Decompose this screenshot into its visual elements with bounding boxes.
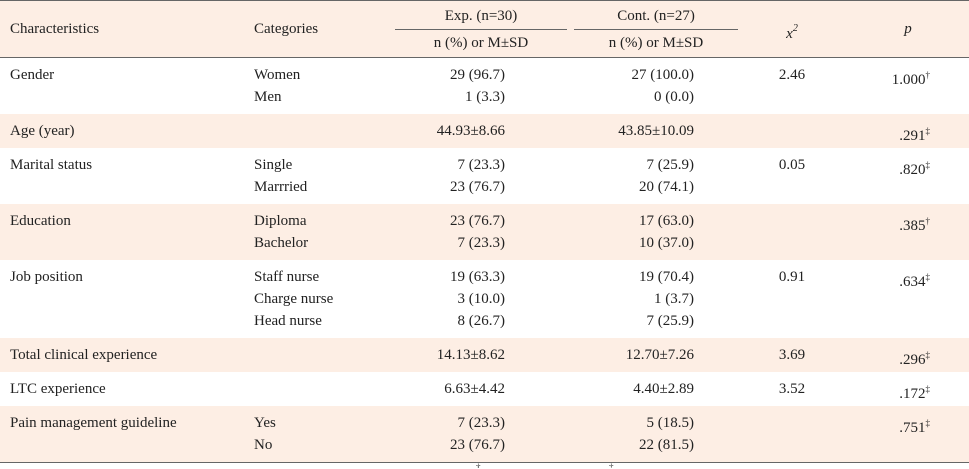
- row-characteristic: Gender: [10, 67, 55, 83]
- row-cont-value: 43.85±10.09: [618, 123, 694, 139]
- row-characteristic: Pain management guideline: [10, 415, 177, 431]
- row-cont-value: 22 (81.5): [639, 437, 694, 453]
- row-exp-value: 7 (23.3): [457, 415, 506, 431]
- row-exp-value: 3 (10.0): [457, 291, 506, 307]
- footnote-mark: ‡: [925, 126, 931, 136]
- row-exp-value: 44.93±8.66: [436, 123, 505, 139]
- footnote-mark-dagger: †: [476, 462, 481, 468]
- footnote-mark-double-dagger: ‡: [609, 462, 614, 468]
- header-chi-square: x2: [786, 23, 798, 42]
- row-exp-value: 1 (3.3): [465, 89, 505, 105]
- p-value-text: .385: [899, 218, 926, 234]
- footnote-mark: †: [925, 70, 931, 80]
- header-cont-sub: n (%) or M±SD: [608, 35, 704, 51]
- row-p-value: .296‡: [850, 344, 930, 371]
- header-p-value: p: [904, 21, 912, 37]
- row-p-value: .172‡: [850, 378, 930, 405]
- row-category: Women: [254, 67, 301, 83]
- row-exp-value: 8 (26.7): [457, 313, 506, 329]
- row-category: Men: [254, 89, 282, 105]
- footnote-mark: ‡: [925, 384, 931, 394]
- footnote-mark: ‡: [925, 272, 931, 282]
- row-p-value: .634‡: [850, 266, 930, 293]
- p-value-text: .820: [899, 162, 926, 178]
- row-cont-value: 19 (70.4): [639, 269, 694, 285]
- row-exp-value: 23 (76.7): [450, 213, 505, 229]
- row-chi-square: 3.69: [778, 347, 806, 363]
- row-p-value: 1.000†: [850, 64, 930, 91]
- row-chi-square: 2.46: [778, 67, 806, 83]
- row-category: Head nurse: [254, 313, 322, 329]
- row-cont-value: 20 (74.1): [639, 179, 694, 195]
- header-exp-sub: n (%) or M±SD: [433, 35, 529, 51]
- header-categories: Categories: [254, 21, 319, 37]
- row-category: Staff nurse: [254, 269, 320, 285]
- row-characteristic: Total clinical experience: [10, 347, 158, 363]
- table-row: Age (year) 44.93±8.66 43.85±10.09 .291‡: [0, 114, 969, 148]
- row-cont-value: 5 (18.5): [646, 415, 695, 431]
- row-cont-value: 1 (3.7): [654, 291, 694, 307]
- row-p-value: .291‡: [850, 120, 930, 147]
- row-characteristic: Age (year): [10, 123, 75, 139]
- row-cont-value: 0 (0.0): [654, 89, 694, 105]
- table-row: Pain management guideline Yes No 7 (23.3) 23…: [0, 406, 969, 462]
- table-header: Characteristics Categories Exp. (n=30) C…: [0, 0, 969, 58]
- row-category: Diploma: [254, 213, 307, 229]
- table-row: Job position Staff nurse Charge nurse Head …: [0, 260, 969, 338]
- header-exp-group: Exp. (n=30): [444, 8, 518, 24]
- row-cont-value: 7 (25.9): [646, 313, 695, 329]
- row-category: Charge nurse: [254, 291, 334, 307]
- footnote-mark: ‡: [925, 418, 931, 428]
- row-characteristic: Marital status: [10, 157, 93, 173]
- row-cont-value: 17 (63.0): [639, 213, 694, 229]
- p-value-text: .172: [899, 386, 926, 402]
- table-row: Marital status Single Marrried 7 (23.3) 23 (…: [0, 148, 969, 204]
- p-value-text: 1.000: [891, 72, 926, 88]
- row-p-value: .385†: [850, 210, 930, 237]
- row-category: Yes: [254, 415, 276, 431]
- row-category: Marrried: [254, 179, 308, 195]
- row-p-value: .820‡: [850, 154, 930, 181]
- row-category: Single: [254, 157, 293, 173]
- table-row: Education Diploma Bachelor 23 (76.7) 7 (23.3…: [0, 204, 969, 260]
- row-category: No: [254, 437, 273, 453]
- row-exp-value: 7 (23.3): [457, 235, 506, 251]
- row-exp-value: 29 (96.7): [450, 67, 505, 83]
- table-row: Gender Women Men 29 (96.7) 1 (3.3) 27 (100.0)…: [0, 58, 969, 114]
- row-chi-square: 3.52: [778, 381, 806, 397]
- row-characteristic: LTC experience: [10, 381, 106, 397]
- row-cont-value: 7 (25.9): [646, 157, 695, 173]
- row-cont-value: 10 (37.0): [639, 235, 694, 251]
- row-characteristic: Job position: [10, 269, 83, 285]
- footnote-mark: ‡: [925, 160, 931, 170]
- row-p-value: .751‡: [850, 412, 930, 439]
- row-exp-value: 7 (23.3): [457, 157, 506, 173]
- header-characteristics: Characteristics: [10, 21, 100, 37]
- footnote-mark: ‡: [925, 350, 931, 360]
- row-category: Bachelor: [254, 235, 309, 251]
- footnote-mark: †: [925, 216, 931, 226]
- p-value-text: .634: [899, 274, 926, 290]
- table-row: Total clinical experience 14.13±8.62 12.70…: [0, 338, 969, 372]
- row-exp-value: 14.13±8.62: [436, 347, 505, 363]
- header-cont-group: Cont. (n=27): [617, 8, 695, 24]
- table-body: Gender Women Men 29 (96.7) 1 (3.3) 27 (100.0)…: [0, 58, 969, 462]
- p-value-text: .291: [899, 128, 926, 144]
- row-cont-value: 27 (100.0): [631, 67, 695, 83]
- row-exp-value: 23 (76.7): [450, 437, 505, 453]
- row-chi-square: 0.91: [778, 269, 806, 285]
- row-chi-square: 0.05: [778, 157, 806, 173]
- row-cont-value: 12.70±7.26: [625, 347, 694, 363]
- row-exp-value: 6.63±4.42: [444, 381, 505, 397]
- row-cont-value: 4.40±2.89: [633, 381, 694, 397]
- p-value-text: .751: [899, 420, 926, 436]
- row-exp-value: 23 (76.7): [450, 179, 505, 195]
- row-characteristic: Education: [10, 213, 71, 229]
- table-row: LTC experience 6.63±4.42 4.40±2.89 3.52 .172…: [0, 372, 969, 406]
- row-exp-value: 19 (63.3): [450, 269, 505, 285]
- p-value-text: .296: [899, 352, 926, 368]
